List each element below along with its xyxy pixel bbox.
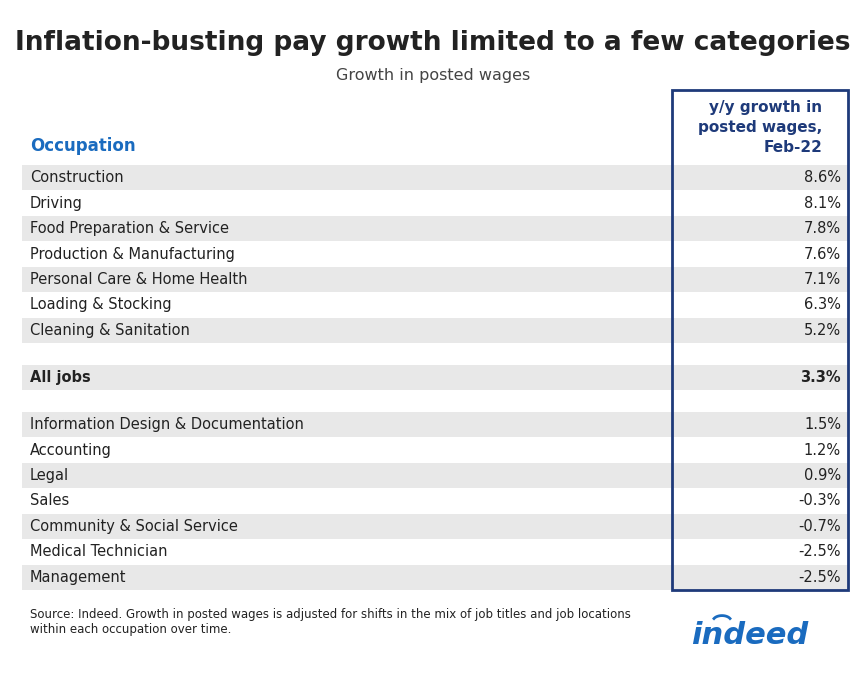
Text: 1.5%: 1.5% [804,417,841,432]
Text: Loading & Stocking: Loading & Stocking [30,297,171,313]
Text: 3.3%: 3.3% [800,370,841,385]
Text: 7.6%: 7.6% [804,246,841,261]
Text: -2.5%: -2.5% [798,544,841,559]
Text: 8.1%: 8.1% [804,196,841,211]
Text: Food Preparation & Service: Food Preparation & Service [30,221,229,236]
Text: -2.5%: -2.5% [798,570,841,585]
Bar [22,565,848,590]
Text: Legal: Legal [30,468,69,483]
Bar [22,514,848,539]
Text: -0.7%: -0.7% [798,519,841,534]
Text: Medical Technician: Medical Technician [30,544,167,559]
Bar [22,165,848,190]
Text: Cleaning & Sanitation: Cleaning & Sanitation [30,323,190,338]
Text: 5.2%: 5.2% [804,323,841,338]
Text: -0.3%: -0.3% [798,494,841,508]
Bar [22,190,848,216]
Bar [22,343,848,365]
Bar [22,412,848,437]
Bar [22,365,848,390]
Text: 0.9%: 0.9% [804,468,841,483]
Bar [22,267,848,292]
Text: Construction: Construction [30,170,124,185]
Text: 6.3%: 6.3% [805,297,841,313]
Bar [22,241,848,267]
Bar [22,488,848,514]
Bar [22,463,848,488]
Text: y/y growth in
posted wages,
Feb-22: y/y growth in posted wages, Feb-22 [698,100,822,155]
Text: Production & Manufacturing: Production & Manufacturing [30,246,235,261]
Text: Occupation: Occupation [30,137,136,155]
Text: Personal Care & Home Health: Personal Care & Home Health [30,272,248,287]
Text: Accounting: Accounting [30,443,112,458]
Text: All jobs: All jobs [30,370,91,385]
Bar [22,437,848,463]
Text: Source: Indeed. Growth in posted wages is adjusted for shifts in the mix of job : Source: Indeed. Growth in posted wages i… [30,608,630,636]
Text: 7.1%: 7.1% [804,272,841,287]
Text: Growth in posted wages: Growth in posted wages [336,68,530,83]
Bar [672,90,848,590]
Bar [22,318,848,343]
Bar [22,216,848,241]
Text: 8.6%: 8.6% [804,170,841,185]
Bar [22,390,848,412]
Text: Sales: Sales [30,494,69,508]
Text: 7.8%: 7.8% [804,221,841,236]
Bar [22,90,848,165]
Text: Community & Social Service: Community & Social Service [30,519,238,534]
Text: Information Design & Documentation: Information Design & Documentation [30,417,304,432]
Text: Inflation-busting pay growth limited to a few categories: Inflation-busting pay growth limited to … [16,30,850,56]
Bar [22,539,848,565]
Text: Driving: Driving [30,196,83,211]
Text: indeed: indeed [691,621,809,649]
Text: Management: Management [30,570,126,585]
Text: 1.2%: 1.2% [804,443,841,458]
Bar [22,292,848,318]
